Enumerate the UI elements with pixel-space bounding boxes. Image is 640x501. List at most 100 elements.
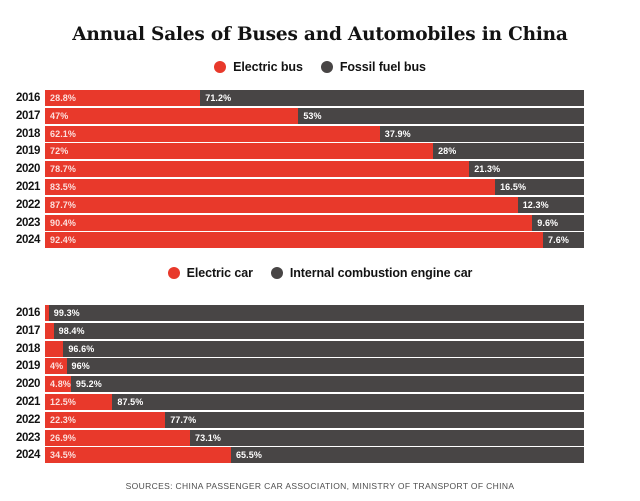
bar-segment-internal-combustion-engine-car: 98.4% xyxy=(53,322,584,339)
bar-value-label: 62.1% xyxy=(50,128,77,139)
bar-value-label: 21.3% xyxy=(474,164,501,175)
bar-track: 99.3% xyxy=(45,305,584,321)
legend-label-electric-bus: Electric bus xyxy=(233,60,303,74)
source-note: SOURCES: CHINA PASSENGER CAR ASSOCIATION… xyxy=(125,481,515,491)
bar-value-label: 12.3% xyxy=(522,199,549,210)
bar-value-label: 12.5% xyxy=(50,396,77,407)
bar-row-2020: 2020 78.7% 21.3% xyxy=(0,161,640,178)
bar-track: 83.5% 16.5% xyxy=(45,178,584,195)
bar-row-2019: 2019 4% 96% xyxy=(0,358,640,375)
bar-row-2017: 2017 47% 53% xyxy=(0,107,640,124)
bar-value-label: 34.5% xyxy=(50,450,77,461)
bar-value-label: 26.9% xyxy=(50,432,77,443)
year-label: 2019 xyxy=(16,145,40,158)
bar-value-label: 65.5% xyxy=(235,450,262,461)
bar-segment-electric-bus: 62.1% xyxy=(45,125,380,142)
bar-track: 4.8% 95.2% xyxy=(45,376,584,393)
bar-track: 47% 53% xyxy=(45,107,584,124)
year-label: 2016 xyxy=(16,92,40,104)
year-label: 2020 xyxy=(16,163,40,176)
bar-segment-fossil-fuel-bus: 16.5% xyxy=(495,178,584,195)
year-label: 2022 xyxy=(16,198,40,211)
bar-value-label: 37.9% xyxy=(384,128,411,139)
legend-label-electric-car: Electric car xyxy=(186,266,253,280)
year-label: 2021 xyxy=(16,180,40,193)
bar-row-2024: 2024 34.5% 65.5% xyxy=(0,447,640,464)
bar-value-label: 98.4% xyxy=(58,325,85,336)
bar-track: 62.1% 37.9% xyxy=(45,125,584,142)
bar-track: 4% 96% xyxy=(45,358,584,375)
bar-value-label: 92.4% xyxy=(50,235,77,246)
bar-segment-internal-combustion-engine-car: 96.6% xyxy=(63,340,584,357)
bar-value-label: 4% xyxy=(50,361,64,372)
legend-item-fossil-fuel-bus: Fossil fuel bus xyxy=(320,60,426,74)
bar-value-label: 96% xyxy=(71,361,90,372)
bar-track: 28.8% 71.2% xyxy=(45,90,584,106)
bar-row-2016: 2016 99.3% xyxy=(0,305,640,321)
bar-segment-electric-bus: 92.4% xyxy=(45,232,544,249)
car-sales-chart: 2016 99.3% 2017 98.4% 2018 96.6% 2019 4% 96% 2020… xyxy=(0,305,640,465)
year-label: 2021 xyxy=(16,395,40,408)
bar-value-label: 53% xyxy=(303,110,322,121)
bar-segment-electric-car: 4% xyxy=(45,358,67,375)
electric-bus-dot-icon xyxy=(214,61,227,73)
legend-label-fossil-fuel-bus: Fossil fuel bus xyxy=(339,60,426,74)
bar-row-2017: 2017 98.4% xyxy=(0,322,640,339)
bar-segment-electric-car xyxy=(45,305,49,321)
year-label: 2018 xyxy=(16,342,40,355)
bar-track: 90.4% 9.6% xyxy=(45,214,584,231)
bar-segment-electric-car: 26.9% xyxy=(45,429,190,446)
car-legend: Electric car Internal combustion engine … xyxy=(0,266,640,280)
year-label: 2020 xyxy=(16,378,40,391)
bar-row-2021: 2021 83.5% 16.5% xyxy=(0,178,640,195)
bar-value-label: 99.3% xyxy=(53,308,80,318)
bar-row-2023: 2023 90.4% 9.6% xyxy=(0,214,640,231)
bar-value-label: 78.7% xyxy=(50,164,77,175)
bar-value-label: 96.6% xyxy=(68,343,95,354)
year-label: 2017 xyxy=(16,109,40,122)
bar-row-2023: 2023 26.9% 73.1% xyxy=(0,429,640,446)
legend-item-electric-car: Electric car xyxy=(167,266,253,280)
bar-value-label: 83.5% xyxy=(50,181,77,192)
bar-segment-electric-car: 22.3% xyxy=(45,411,166,428)
bar-row-2024: 2024 92.4% 7.6% xyxy=(0,232,640,249)
bar-segment-internal-combustion-engine-car: 73.1% xyxy=(189,429,584,446)
bar-value-label: 16.5% xyxy=(500,181,527,192)
bar-segment-internal-combustion-engine-car: 96% xyxy=(66,358,584,375)
bar-segment-fossil-fuel-bus: 71.2% xyxy=(200,90,584,106)
bar-segment-fossil-fuel-bus: 21.3% xyxy=(469,161,584,178)
bar-segment-internal-combustion-engine-car: 99.3% xyxy=(48,305,584,321)
bar-segment-electric-bus: 78.7% xyxy=(45,161,470,178)
electric-car-dot-icon xyxy=(167,267,180,279)
bar-segment-fossil-fuel-bus: 53% xyxy=(298,107,584,124)
bar-segment-electric-bus: 83.5% xyxy=(45,178,496,195)
legend-item-electric-bus: Electric bus xyxy=(214,60,303,74)
bar-value-label: 7.6% xyxy=(548,235,569,246)
bar-value-label: 71.2% xyxy=(205,93,232,103)
year-label: 2018 xyxy=(16,127,40,140)
year-label: 2022 xyxy=(16,413,40,426)
legend-item-internal-combustion-engine-car: Internal combustion engine car xyxy=(270,266,472,280)
bar-segment-electric-bus: 87.7% xyxy=(45,196,518,213)
bar-value-label: 28.8% xyxy=(50,93,77,103)
bar-track: 96.6% xyxy=(45,340,584,357)
bar-track: 87.7% 12.3% xyxy=(45,196,584,213)
bar-value-label: 87.5% xyxy=(117,396,144,407)
bar-row-2019: 2019 72% 28% xyxy=(0,143,640,160)
bar-segment-electric-bus: 90.4% xyxy=(45,214,533,231)
bar-row-2016: 2016 28.8% 71.2% xyxy=(0,90,640,106)
bar-value-label: 9.6% xyxy=(537,217,559,228)
bar-segment-fossil-fuel-bus: 9.6% xyxy=(532,214,584,231)
bar-row-2021: 2021 12.5% 87.5% xyxy=(0,393,640,410)
bar-track: 78.7% 21.3% xyxy=(45,161,584,178)
bar-row-2018: 2018 96.6% xyxy=(0,340,640,357)
bar-segment-fossil-fuel-bus: 7.6% xyxy=(543,232,584,249)
bar-track: 12.5% 87.5% xyxy=(45,393,584,410)
bar-segment-electric-car xyxy=(45,322,54,339)
bar-segment-internal-combustion-engine-car: 77.7% xyxy=(165,411,584,428)
bar-row-2020: 2020 4.8% 95.2% xyxy=(0,376,640,393)
internal-combustion-engine-car-dot-icon xyxy=(270,267,283,279)
bar-segment-electric-car: 12.5% xyxy=(45,393,113,410)
bar-value-label: 95.2% xyxy=(75,379,102,390)
bar-segment-electric-car: 4.8% xyxy=(45,376,71,393)
